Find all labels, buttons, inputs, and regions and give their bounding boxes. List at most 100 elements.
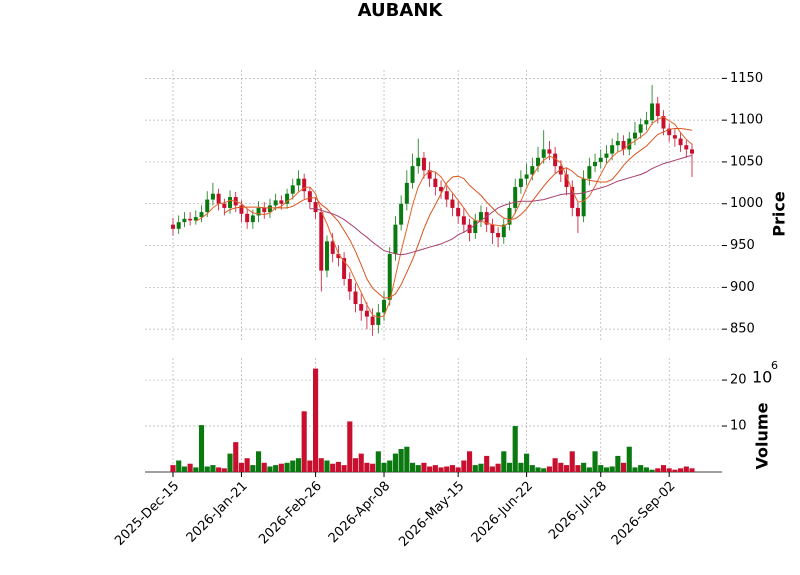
candle-body bbox=[496, 233, 501, 238]
candle-body bbox=[581, 178, 586, 217]
x-tick-label: 2026-May-15 bbox=[396, 479, 467, 550]
volume-bar bbox=[290, 460, 296, 472]
candle-body bbox=[239, 205, 244, 214]
volume-bar bbox=[495, 463, 501, 472]
volume-bar bbox=[210, 465, 216, 472]
volume-bar bbox=[176, 460, 182, 472]
candle-body bbox=[347, 278, 352, 292]
candle-body bbox=[655, 103, 660, 116]
candle-body bbox=[667, 128, 672, 136]
y-tick-label: 1050 bbox=[730, 154, 763, 169]
volume-bar bbox=[233, 442, 239, 472]
candle-body bbox=[193, 217, 198, 221]
volume-bar bbox=[181, 466, 187, 472]
volume-bar bbox=[267, 466, 273, 472]
volume-bar bbox=[318, 458, 324, 472]
volume-bar bbox=[295, 458, 302, 472]
candle-body bbox=[393, 224, 398, 254]
candle-body bbox=[376, 312, 381, 325]
volume-bar bbox=[484, 455, 490, 472]
volume-bar bbox=[672, 469, 678, 472]
candle-body bbox=[530, 166, 535, 175]
volume-bar bbox=[438, 467, 444, 472]
candle-body bbox=[593, 161, 598, 167]
volume-bar bbox=[216, 467, 222, 472]
volume-bar bbox=[313, 368, 319, 472]
volume-bar bbox=[524, 453, 530, 472]
candle-body bbox=[564, 174, 569, 188]
volume-bar bbox=[204, 466, 210, 472]
candle-body bbox=[632, 132, 637, 139]
y-tick-label: 1000 bbox=[730, 196, 763, 211]
candle-body bbox=[353, 291, 358, 305]
candle-body bbox=[421, 157, 426, 171]
volume-bar bbox=[603, 467, 610, 472]
volume-bar bbox=[335, 461, 341, 472]
candle-body bbox=[313, 202, 318, 213]
candle-body bbox=[267, 205, 272, 213]
candle-body bbox=[330, 241, 335, 254]
volume-bar bbox=[592, 451, 598, 472]
candle-body bbox=[478, 212, 483, 221]
volume-bar bbox=[615, 455, 621, 472]
candle-body bbox=[484, 212, 489, 225]
candle-body bbox=[661, 115, 666, 129]
volume-bar bbox=[563, 465, 570, 472]
volume-axis-label: Volume bbox=[753, 402, 772, 469]
volume-bar bbox=[387, 460, 393, 472]
volume-bar bbox=[364, 462, 370, 472]
volume-bar bbox=[449, 465, 456, 472]
candle-body bbox=[547, 149, 552, 154]
volume-bar bbox=[609, 466, 615, 472]
volume-bar bbox=[341, 465, 347, 472]
volume-bar bbox=[404, 446, 410, 472]
candle-body bbox=[319, 212, 324, 271]
candle-body bbox=[570, 187, 575, 208]
volume-bar bbox=[620, 462, 627, 472]
volume-bar bbox=[170, 465, 176, 472]
candle-body bbox=[273, 200, 278, 206]
volume-bar bbox=[478, 463, 484, 472]
volume-bar bbox=[193, 467, 199, 472]
candle-body bbox=[518, 178, 523, 188]
candle-body bbox=[536, 157, 541, 167]
candle-body bbox=[199, 212, 204, 218]
x-tick-label: 2026-Feb-26 bbox=[256, 479, 325, 548]
volume-bar bbox=[392, 453, 398, 472]
volume-bar bbox=[370, 463, 376, 472]
candle-body bbox=[416, 157, 421, 167]
candle-body bbox=[296, 178, 301, 186]
volume-bar bbox=[444, 466, 450, 472]
volume-offset-base: 10 bbox=[752, 368, 772, 387]
volume-bar bbox=[529, 465, 535, 472]
volume-bar bbox=[301, 411, 307, 472]
candle-body bbox=[279, 200, 284, 204]
candle-body bbox=[171, 224, 175, 229]
volume-bar bbox=[518, 462, 524, 472]
candle-body bbox=[558, 166, 563, 175]
candle-body bbox=[678, 138, 683, 146]
volume-bar bbox=[409, 462, 416, 472]
volume-bar bbox=[250, 465, 256, 472]
volume-bar bbox=[501, 451, 507, 472]
volume-bar bbox=[352, 458, 359, 472]
candle-body bbox=[473, 220, 478, 234]
volume-bar bbox=[678, 468, 684, 472]
volume-bar bbox=[586, 467, 592, 472]
candle-body bbox=[188, 218, 193, 221]
volume-bar bbox=[278, 463, 284, 472]
candle-body bbox=[342, 258, 347, 279]
candle-body bbox=[490, 224, 495, 234]
volume-bar bbox=[626, 446, 632, 472]
candle-body bbox=[456, 207, 461, 217]
volume-bar bbox=[455, 467, 461, 472]
moving-average-line bbox=[195, 116, 693, 318]
volume-bar bbox=[512, 426, 518, 472]
candle-body bbox=[399, 203, 404, 225]
volume-bar bbox=[427, 466, 433, 472]
candle-body bbox=[359, 304, 364, 311]
candle-body bbox=[690, 149, 694, 154]
volume-bar bbox=[638, 465, 644, 472]
candle-body bbox=[245, 213, 250, 223]
candle-body bbox=[553, 153, 558, 167]
